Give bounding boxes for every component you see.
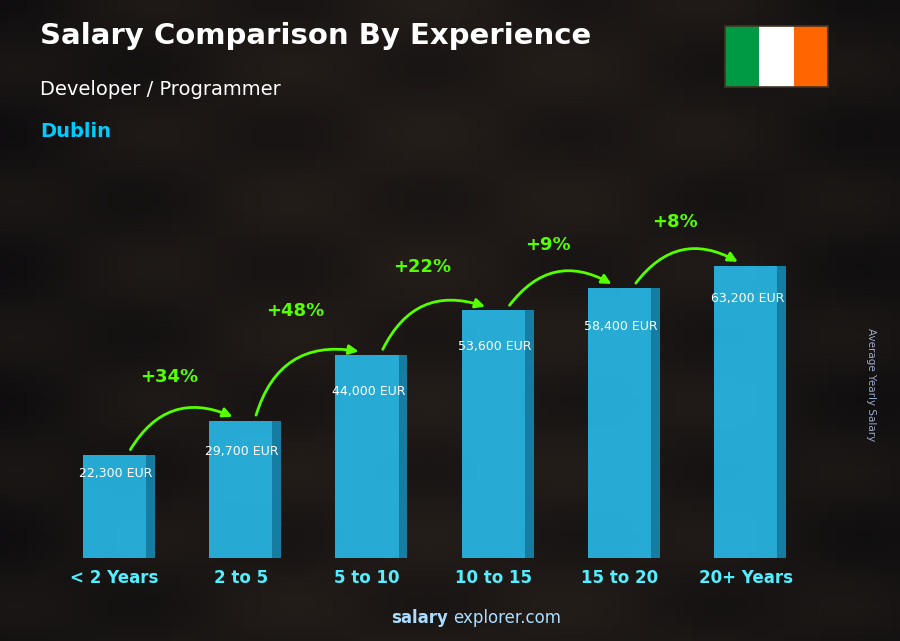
Polygon shape bbox=[273, 420, 281, 558]
Text: Average Yearly Salary: Average Yearly Salary bbox=[866, 328, 877, 441]
Text: 58,400 EUR: 58,400 EUR bbox=[584, 320, 658, 333]
Text: +48%: +48% bbox=[266, 302, 325, 320]
Text: Developer / Programmer: Developer / Programmer bbox=[40, 80, 281, 99]
Text: 22,300 EUR: 22,300 EUR bbox=[79, 467, 152, 480]
Bar bbox=[759, 26, 794, 87]
Text: +8%: +8% bbox=[652, 213, 698, 231]
Bar bbox=[462, 310, 525, 558]
Polygon shape bbox=[525, 310, 534, 558]
Text: Dublin: Dublin bbox=[40, 122, 112, 141]
Bar bbox=[794, 26, 828, 87]
Bar bbox=[715, 266, 778, 558]
Bar bbox=[83, 454, 146, 558]
Bar bbox=[209, 420, 273, 558]
Polygon shape bbox=[778, 266, 787, 558]
Text: 44,000 EUR: 44,000 EUR bbox=[332, 385, 405, 398]
Text: 63,200 EUR: 63,200 EUR bbox=[711, 292, 784, 305]
Text: 29,700 EUR: 29,700 EUR bbox=[205, 445, 279, 458]
Text: Salary Comparison By Experience: Salary Comparison By Experience bbox=[40, 22, 592, 51]
Text: +9%: +9% bbox=[526, 235, 572, 254]
Bar bbox=[588, 288, 652, 558]
Text: 53,600 EUR: 53,600 EUR bbox=[458, 340, 532, 353]
Bar bbox=[336, 354, 399, 558]
Text: +22%: +22% bbox=[393, 258, 451, 276]
Text: salary: salary bbox=[392, 609, 448, 627]
Bar bbox=[724, 26, 759, 87]
Polygon shape bbox=[399, 354, 408, 558]
Polygon shape bbox=[652, 288, 660, 558]
Polygon shape bbox=[146, 454, 155, 558]
Text: explorer.com: explorer.com bbox=[453, 609, 561, 627]
Text: +34%: +34% bbox=[140, 368, 199, 386]
